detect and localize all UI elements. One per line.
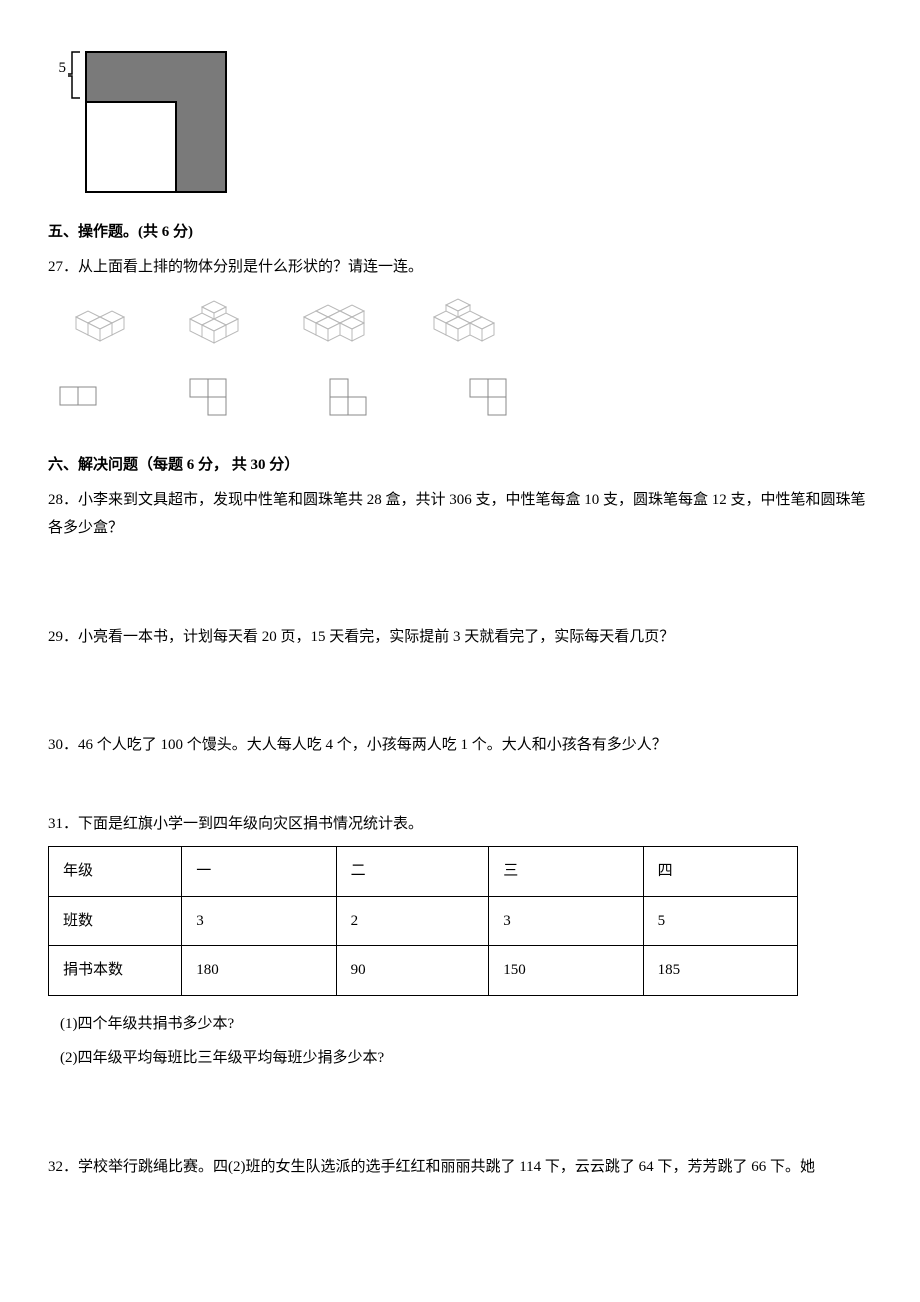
q31-table: 年级一二三四班数3235捐书本数18090150185 (48, 846, 798, 996)
q31-sub1: (1)四个年级共捐书多少本? (48, 1010, 872, 1039)
figure-shaded-square: 5 (48, 50, 872, 200)
shaded-wrap: 5 (48, 50, 872, 200)
q29-text: 29．小亮看一本书，计划每天看 20 页，15 天看完，实际提前 3 天就看完了… (48, 623, 872, 652)
cube-fig-2 (178, 293, 258, 353)
table-cell: 180 (182, 946, 336, 996)
q31-sub2: (2)四年级平均每班比三年级平均每班少捐多少本? (48, 1044, 872, 1073)
cubes-row (58, 293, 872, 353)
shaded-square-icon (84, 50, 234, 200)
bracket-icon (66, 50, 84, 100)
table-cell: 班数 (49, 896, 182, 946)
views-row (58, 377, 872, 427)
view-fig-3 (328, 377, 388, 427)
table-row: 捐书本数18090150185 (49, 946, 798, 996)
table-cell: 2 (336, 896, 489, 946)
q30-text: 30．46 个人吃了 100 个馒头。大人每人吃 4 个，小孩每两人吃 1 个。… (48, 731, 872, 760)
section-6-heading: 六、解决问题（每题 6 分， 共 30 分） (48, 451, 872, 480)
q27-text: 27．从上面看上排的物体分别是什么形状的？请连一连。 (48, 253, 872, 282)
view-fig-1 (58, 377, 108, 427)
table-cell: 5 (643, 896, 797, 946)
table-cell: 90 (336, 946, 489, 996)
view-fig-2 (188, 377, 248, 427)
table-cell: 年级 (49, 847, 182, 897)
table-cell: 二 (336, 847, 489, 897)
q32-text: 32．学校举行跳绳比赛。四(2)班的女生队选派的选手红红和丽丽共跳了 114 下… (48, 1153, 872, 1182)
section-5-heading: 五、操作题。(共 6 分) (48, 218, 872, 247)
table-cell: 一 (182, 847, 336, 897)
table-cell: 150 (489, 946, 643, 996)
q31-intro: 31．下面是红旗小学一到四年级向灾区捐书情况统计表。 (48, 810, 872, 839)
table-cell: 3 (182, 896, 336, 946)
figure-label: 5 (48, 50, 66, 83)
table-cell: 185 (643, 946, 797, 996)
table-row: 年级一二三四 (49, 847, 798, 897)
table-row: 班数3235 (49, 896, 798, 946)
table-cell: 四 (643, 847, 797, 897)
cube-fig-3 (298, 293, 378, 353)
cube-fig-4 (418, 293, 508, 353)
q28-text: 28．小李来到文具超市，发现中性笔和圆珠笔共 28 盒，共计 306 支，中性笔… (48, 486, 872, 543)
table-cell: 捐书本数 (49, 946, 182, 996)
view-fig-4 (468, 377, 528, 427)
table-cell: 三 (489, 847, 643, 897)
cube-fig-1 (58, 293, 138, 353)
table-cell: 3 (489, 896, 643, 946)
